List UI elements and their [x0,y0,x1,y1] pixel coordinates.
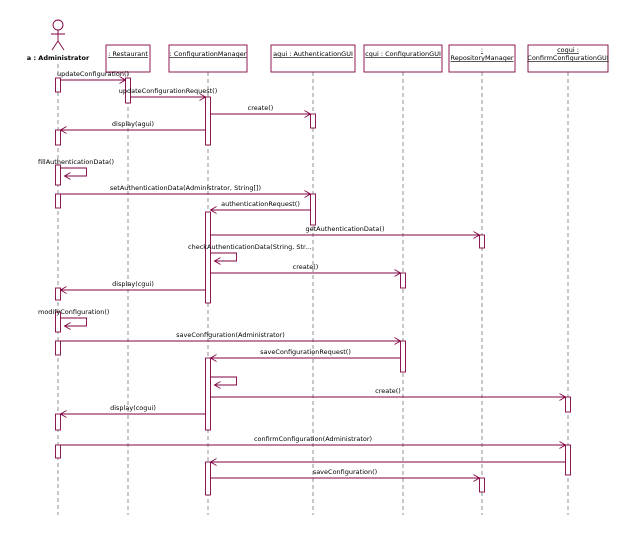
message-label: saveConfiguration(Administrator) [176,331,285,339]
activation [310,193,316,226]
participant-label: agui : AuthenticationGUI [273,50,353,58]
activation [55,287,61,301]
activation [479,234,485,249]
activation [205,96,211,146]
activation [565,396,571,413]
participant-box [527,44,609,73]
participant-label: cgui : ConfigurationGUI [365,50,441,58]
participant-box [363,44,443,73]
activation [55,340,61,356]
participant-box [168,44,248,73]
message-label: create() [293,263,319,271]
activation [55,77,61,93]
activation [400,272,406,289]
activation [479,477,485,493]
actor-head [52,19,64,31]
activation [400,340,406,373]
activation [55,193,61,209]
message-label: display(cogui) [110,404,156,412]
activation [55,413,61,431]
message-label: updateConfiguration() [57,70,129,78]
message-label: saveConfigurationRequest() [260,348,351,356]
message-label: saveConfiguration() [313,468,377,476]
activation [310,113,316,129]
self-message [60,167,87,176]
participant-box [270,44,356,73]
participant-label: : Restaurant [108,50,148,58]
message-label: updateConfigurationRequest() [119,87,217,95]
self-message [60,317,87,326]
participant-label: a : Administrator [27,54,90,62]
actor-body [51,30,65,51]
message-label: create() [375,387,401,395]
participant-box [448,44,516,73]
activation [55,311,61,333]
message-label: checkAuthenticationData(String, Str... [188,243,311,251]
activation [55,164,61,186]
self-message [210,376,237,385]
message-label: display(agui) [112,120,154,128]
participant-label: cogui : [557,46,579,54]
activation [55,444,61,459]
activation [205,211,211,304]
activation [565,444,571,476]
activation [205,357,211,431]
activation [125,77,131,104]
message-label: create() [248,104,274,112]
activation [205,461,211,496]
participant-box [105,44,151,73]
participant-label: : ConfigurationManager [170,50,247,58]
message-label: fillAuthenticationData() [38,158,114,166]
message-label: confirmConfiguration(Administrator) [254,435,372,443]
message-label: modifyConfiguration() [38,308,109,316]
self-message [210,252,237,261]
message-label: authenticationRequest() [221,200,300,208]
participant-label: ConfirmConfigurationGUI [527,54,608,62]
message-label: setAuthenticationData(Administrator, Str… [110,184,261,192]
participant-label: : [481,46,483,54]
activation [55,129,61,146]
message-label: display(cgui) [112,280,154,288]
participant-label: RepositoryManager [450,54,513,62]
message-label: getAuthenticationData() [306,225,385,233]
